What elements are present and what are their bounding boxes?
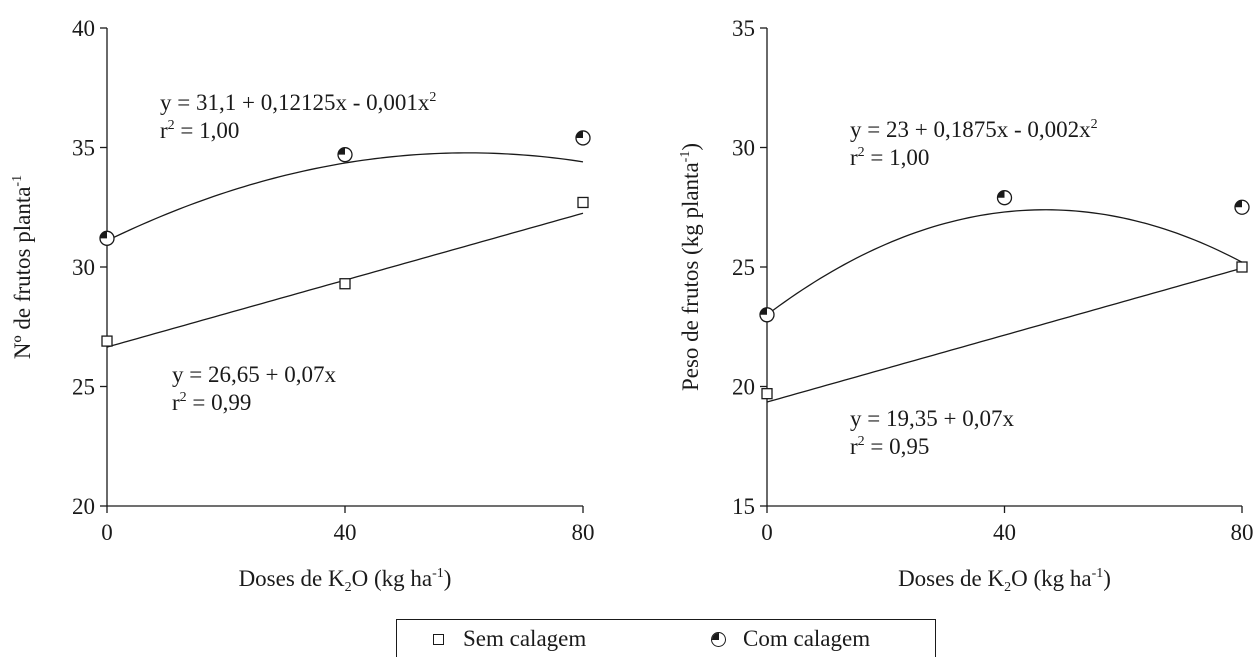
r-squared-label: r2 = 0,95 — [850, 434, 929, 459]
data-point-com-calagem — [1234, 199, 1250, 215]
figure: 20 25 30 35 40 0 40 80 Doses de K2O (kg ha-1) Nº … — [10, 16, 1254, 595]
y-tick-label: 35 — [72, 136, 95, 161]
data-point-com-calagem — [337, 147, 353, 163]
fit-line-com-calagem — [766, 209, 1243, 316]
y-tick-label: 25 — [732, 255, 755, 280]
r-squared-label: r2 = 0,99 — [172, 390, 251, 415]
data-point-com-calagem — [575, 130, 591, 146]
x-axis-label: Doses de K2O (kg ha-1) — [898, 566, 1111, 595]
data-point-sem-calagem — [577, 196, 589, 209]
data-point-com-calagem — [99, 230, 115, 246]
y-tick-label: 35 — [732, 16, 755, 41]
chart-panel-1: 20 25 30 35 40 0 40 80 Doses de K2O (kg ha-1) Nº … — [10, 16, 595, 595]
y-axis-label: Nº de frutos planta-1 — [10, 175, 35, 359]
fit-line-com-calagem — [106, 152, 584, 242]
fit-line-sem-calagem — [766, 267, 1243, 403]
y-axis-label: Peso de frutos (kg planta-1) — [678, 143, 703, 391]
data-point-sem-calagem — [761, 388, 773, 400]
x-tick-label: 80 — [572, 520, 595, 545]
y-tick-label: 30 — [732, 136, 755, 161]
y-tick-label: 20 — [72, 494, 95, 519]
r-squared-label: r2 = 1,00 — [160, 118, 239, 143]
half-filled-circle-marker-icon — [709, 630, 727, 648]
square-marker-icon — [429, 630, 447, 648]
x-axis-label: Doses de K2O (kg ha-1) — [239, 566, 452, 595]
y-tick-label: 25 — [72, 375, 95, 400]
data-point-com-calagem — [759, 307, 775, 323]
y-tick-label: 30 — [72, 255, 95, 280]
data-point-sem-calagem — [339, 278, 351, 290]
x-tick-label: 80 — [1231, 520, 1254, 545]
legend-item-sem-calagem: Sem calagem — [429, 626, 586, 652]
r-squared-label: r2 = 1,00 — [850, 145, 929, 170]
x-tick-label: 0 — [761, 520, 773, 545]
equation-label: y = 23 + 0,1875x - 0,002x2 — [850, 117, 1098, 142]
legend-item-com-calagem: Com calagem — [709, 626, 870, 652]
chart-panel-2: 15 20 25 30 35 0 40 80 Doses de K2O (kg ha-1) Pes… — [678, 16, 1254, 595]
equation-label: y = 19,35 + 0,07x — [850, 406, 1014, 431]
data-point-com-calagem — [996, 190, 1013, 206]
equation-label: y = 26,65 + 0,07x — [172, 362, 336, 387]
x-tick-label: 0 — [101, 520, 113, 545]
data-point-sem-calagem — [1236, 261, 1248, 273]
data-point-sem-calagem — [101, 335, 113, 347]
equation-label: y = 31,1 + 0,12125x - 0,001x2 — [160, 90, 436, 115]
y-tick-label: 20 — [732, 375, 755, 400]
y-tick-label: 40 — [72, 16, 95, 41]
legend-label: Sem calagem — [463, 626, 587, 651]
x-tick-label: 40 — [993, 520, 1016, 545]
y-tick-label: 15 — [732, 494, 755, 519]
legend-label: Com calagem — [743, 626, 871, 651]
x-tick-label: 40 — [334, 520, 357, 545]
legend: Sem calagem Com calagem — [396, 619, 936, 657]
